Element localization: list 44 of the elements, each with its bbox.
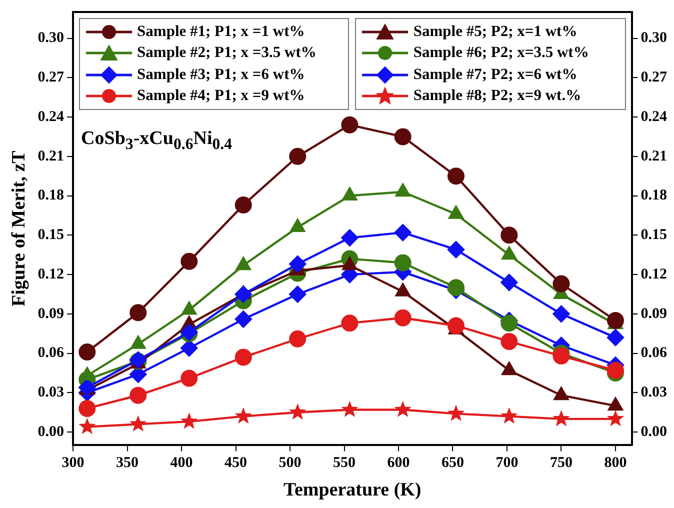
y2-tick-label: 0.06 [640,345,668,362]
y-tick-label: 0.21 [38,148,64,164]
y2-tick-label: 0.27 [640,70,668,86]
y2-tick-label: 0.09 [640,306,667,322]
x-tick-label: 700 [496,455,518,472]
y-tick-label: 0.06 [38,345,65,362]
legend-label: Sample #7; P2; x=6 wt% [413,66,578,84]
x-tick-label: 400 [170,455,193,472]
y2-tick-label: 0.03 [640,384,667,401]
legend-label: Sample #4; P1; x =9 wt% [137,87,305,106]
y-tick-label: 0.15 [38,227,64,244]
x-tick-label: 550 [333,455,356,472]
x-tick-label: 800 [604,455,627,472]
y2-tick-label: 0.18 [640,188,667,204]
x-tick-label: 650 [442,455,464,472]
y-tick-label: 0.00 [38,424,64,440]
y-axis-title: Figure of Merit, zT [8,150,30,307]
x-tick-label: 300 [62,455,84,472]
y2-tick-label: 0.24 [640,108,668,125]
legend-label: Sample #6; P2; x=3.5 wt% [413,44,589,62]
x-tick-label: 350 [116,455,139,472]
y-tick-label: 0.18 [38,188,64,204]
legend-label: Sample #8; P2; x=9 wt.% [413,87,582,106]
y-tick-label: 0.30 [38,30,64,46]
legend-label: Sample #5; P2; x=1 wt% [413,22,578,41]
y2-tick-label: 0.21 [640,148,667,164]
y-tick-label: 0.24 [38,108,65,125]
y2-tick-label: 0.30 [640,30,667,46]
y-tick-label: 0.12 [38,266,64,282]
y2-tick-label: 0.15 [640,227,667,244]
y-tick-label: 0.27 [38,70,65,86]
y-tick-label: 0.03 [38,384,64,401]
x-tick-label: 500 [278,455,302,472]
legend-label: Sample #1; P1; x =1 wt% [137,22,305,41]
legend-label: Sample #3; P1; x =6 wt% [137,66,305,84]
x-tick-label: 600 [387,455,410,472]
y2-tick-label: 0.12 [640,266,667,282]
y2-tick-label: 0.00 [640,424,667,440]
x-tick-label: 750 [550,455,572,472]
x-axis-title: Temperature (K) [284,480,422,501]
x-tick-label: 450 [224,455,248,472]
legend-label: Sample #2; P1; x =3.5 wt% [137,44,316,62]
annotation: CoSb$_{3}$-xCu$_{0.6}$Ni$_{0.4}$ [81,128,232,154]
y-tick-label: 0.09 [38,306,64,322]
